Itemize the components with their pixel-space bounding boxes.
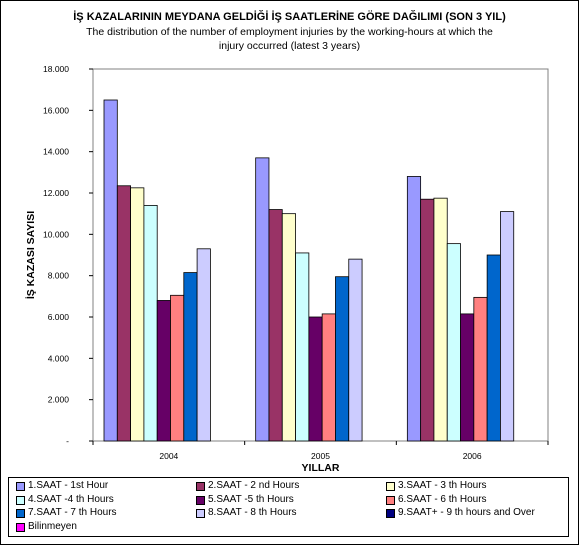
legend-label: Bilinmeyen — [28, 520, 77, 532]
y-tick-label: - — [66, 436, 69, 446]
legend-label: 8.SAAT - 8 th Hours — [208, 507, 297, 518]
y-tick-label: 2.000 — [48, 395, 70, 405]
bar-8-saat-2004 — [196, 248, 211, 442]
legend-label: 7.SAAT - 7 th Hours — [28, 507, 117, 518]
legend-label: 3.SAAT - 3 th Hours — [398, 480, 487, 491]
bar-chart: - 2.000 4.000 6.000 8.000 10.000 12.000 14.000 1… — [24, 64, 549, 474]
y-axis-label: İŞ KAZASI SAYISI — [24, 211, 37, 299]
legend-swatch — [196, 495, 205, 505]
bar-4-saat-2005 — [295, 252, 310, 442]
chart-subtitle-line-1: The distribution of the number of employ… — [86, 26, 493, 38]
bar-2-saat-2005 — [268, 209, 283, 442]
legend-swatch — [16, 509, 25, 518]
x-axis-label: YILLAR — [302, 462, 340, 474]
bar-4-saat-2006 — [446, 243, 461, 442]
legend-swatch — [16, 495, 25, 505]
y-tick-label: 10.000 — [43, 229, 69, 239]
chart-title: İŞ KAZALARININ MEYDANA GELDİĞİ İŞ SAATLE… — [73, 11, 506, 23]
legend-label: 6.SAAT - 6 th Hours — [398, 493, 487, 505]
legend-label: 9.SAAT+ - 9 th hours and Over — [398, 507, 535, 518]
bar-6-saat-2005 — [321, 313, 336, 442]
x-tick-label: 2006 — [463, 451, 482, 461]
y-tick-label: 6.000 — [48, 312, 70, 322]
legend-swatch — [386, 482, 395, 491]
bar-8-saat-2005 — [348, 258, 363, 442]
bar-5-saat-2006 — [460, 313, 475, 442]
bar-5-saat-2005 — [308, 316, 323, 442]
y-tick-label: 4.000 — [48, 353, 70, 363]
x-tick-label: 2004 — [159, 451, 178, 461]
bar-7-saat-2005 — [335, 276, 350, 442]
bar-6-saat-2004 — [170, 294, 185, 442]
chart-legend: 1.SAAT - 1st Hour 2.SAAT - 2 nd Hours 3.SA… — [8, 477, 569, 537]
bar-1-saat-2005 — [255, 157, 270, 442]
legend-swatch — [386, 509, 395, 518]
bar-4-saat-2004 — [143, 204, 158, 442]
y-tick-label: 8.000 — [48, 271, 70, 281]
bar-6-saat-2006 — [473, 296, 488, 442]
legend-label: 1.SAAT - 1st Hour — [28, 480, 109, 491]
bar-3-saat-2006 — [433, 197, 448, 442]
bar-8-saat-2006 — [500, 211, 515, 442]
bar-2-saat-2004 — [116, 185, 132, 442]
bar-7-saat-2004 — [183, 272, 198, 442]
y-tick-label: 14.000 — [43, 147, 69, 157]
legend-swatch — [196, 482, 205, 491]
legend-label: 5.SAAT -5 th Hours — [208, 493, 294, 505]
legend-swatch — [386, 495, 395, 505]
legend-swatch — [196, 509, 205, 518]
y-tick-label: 16.000 — [43, 105, 69, 115]
bar-3-saat-2005 — [281, 213, 296, 442]
bar-2-saat-2006 — [420, 198, 435, 442]
y-tick-label: 18.000 — [43, 64, 69, 74]
legend-swatch — [16, 522, 25, 532]
chart-subtitle-line-2: injury occurred (latest 3 years) — [218, 40, 361, 52]
bar-1-saat-2004 — [103, 99, 118, 442]
bar-7-saat-2006 — [486, 254, 501, 442]
y-tick-label: 12.000 — [43, 188, 69, 198]
legend-label: 4.SAAT -4 th Hours — [28, 493, 114, 505]
legend-swatch — [16, 482, 25, 491]
bar-3-saat-2004 — [130, 187, 145, 442]
bar-5-saat-2004 — [156, 300, 171, 442]
legend-label: 2.SAAT - 2 nd Hours — [208, 480, 300, 491]
x-tick-label: 2005 — [311, 451, 330, 461]
bar-1-saat-2006 — [406, 176, 422, 442]
